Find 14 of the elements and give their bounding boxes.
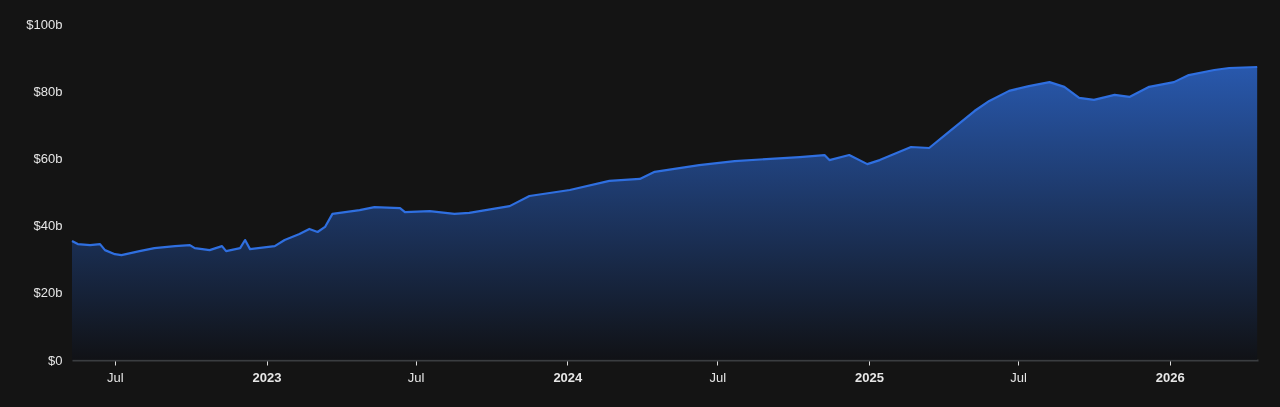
x-tick-label: Jul bbox=[107, 369, 124, 385]
x-tick-label: 2025 bbox=[855, 369, 884, 385]
x-tick-label: 2023 bbox=[252, 369, 282, 385]
y-tick-label: $100b bbox=[26, 16, 63, 32]
x-tick-label: Jul bbox=[1010, 369, 1028, 385]
x-tick-label: Jul bbox=[709, 369, 727, 385]
y-tick-label: $40b bbox=[33, 218, 63, 234]
y-tick-label: $0 bbox=[48, 352, 63, 368]
y-tick-label: $20b bbox=[33, 285, 63, 301]
x-tick-label: 2026 bbox=[1155, 369, 1185, 385]
y-tick-label: $60b bbox=[33, 150, 63, 166]
x-tick-label: Jul bbox=[407, 369, 425, 385]
x-tick-label: 2024 bbox=[553, 369, 584, 385]
y-tick-label: $80b bbox=[33, 83, 63, 99]
